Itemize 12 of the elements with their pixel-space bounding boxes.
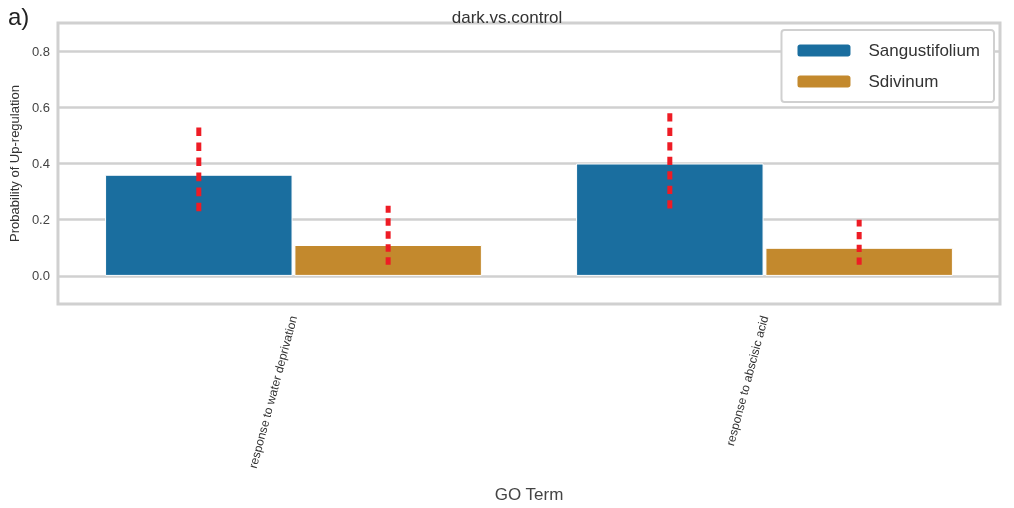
legend-label: Sangustifolium (868, 41, 981, 60)
y-axis-title: Probability of Up-regulation (7, 85, 22, 242)
x-axis-title: GO Term (494, 485, 564, 504)
y-tick-label: 0.0 (31, 268, 50, 284)
x-tick-label: response to abscisic acid (723, 314, 772, 448)
y-tick-label: 0.2 (31, 212, 50, 228)
text: a) (8, 2, 30, 30)
y-tick-label: 0.8 (31, 43, 50, 59)
y-tick-label: 0.4 (31, 156, 50, 171)
legend-label: Sdivinum (868, 72, 939, 91)
y-tick-label: 0.6 (31, 99, 50, 115)
chart-title: dark.vs.control (451, 8, 563, 27)
